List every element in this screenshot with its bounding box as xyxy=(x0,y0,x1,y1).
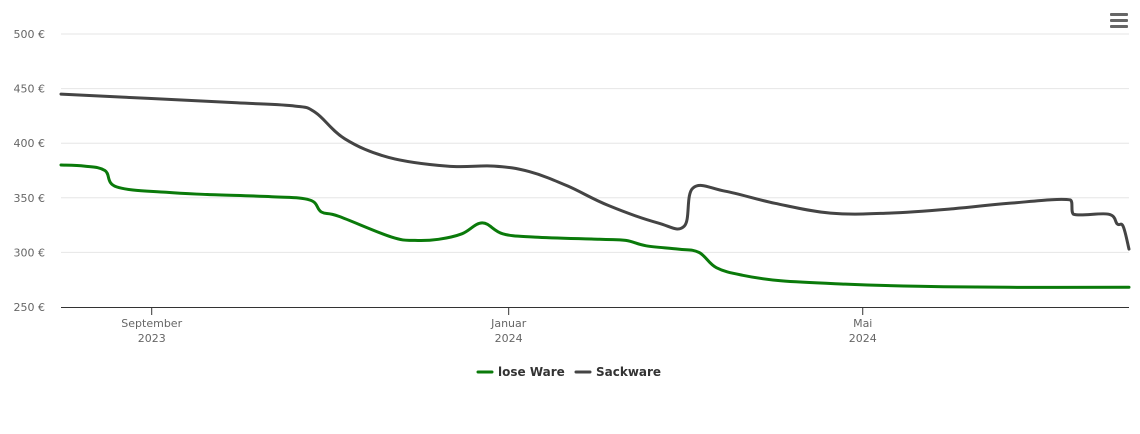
y-axis: 250 € 300 € 350 € 400 € 450 € 500 € xyxy=(14,28,46,314)
y-tick-label: 350 € xyxy=(14,192,46,205)
x-tick-label-year: 2023 xyxy=(138,332,166,345)
x-tick-label-year: 2024 xyxy=(849,332,877,345)
x-tick-label-month: Mai xyxy=(853,317,872,330)
y-tick-label: 450 € xyxy=(14,83,46,96)
y-tick-label: 400 € xyxy=(14,137,46,150)
x-tick-label-year: 2024 xyxy=(495,332,523,345)
series-line-sackware[interactable] xyxy=(59,92,1131,251)
legend-item[interactable]: lose Ware xyxy=(476,365,565,379)
y-tick-label: 300 € xyxy=(14,246,46,259)
series-group xyxy=(59,92,1131,289)
legend[interactable]: lose Ware Sackware xyxy=(476,365,661,379)
hamburger-menu-icon[interactable] xyxy=(1110,13,1128,29)
x-axis: September 2023 Januar 2024 Mai 2024 xyxy=(121,307,877,345)
x-tick-label-month: Januar xyxy=(490,317,527,330)
series-line-lose-ware[interactable] xyxy=(59,163,1131,289)
x-tick-label-month: September xyxy=(121,317,182,330)
legend-label: Sackware xyxy=(596,365,661,379)
legend-label: lose Ware xyxy=(498,365,565,379)
y-tick-label: 500 € xyxy=(14,28,46,41)
legend-item[interactable]: Sackware xyxy=(574,365,661,379)
grid-lines xyxy=(61,33,1129,253)
y-tick-label: 250 € xyxy=(14,301,46,314)
